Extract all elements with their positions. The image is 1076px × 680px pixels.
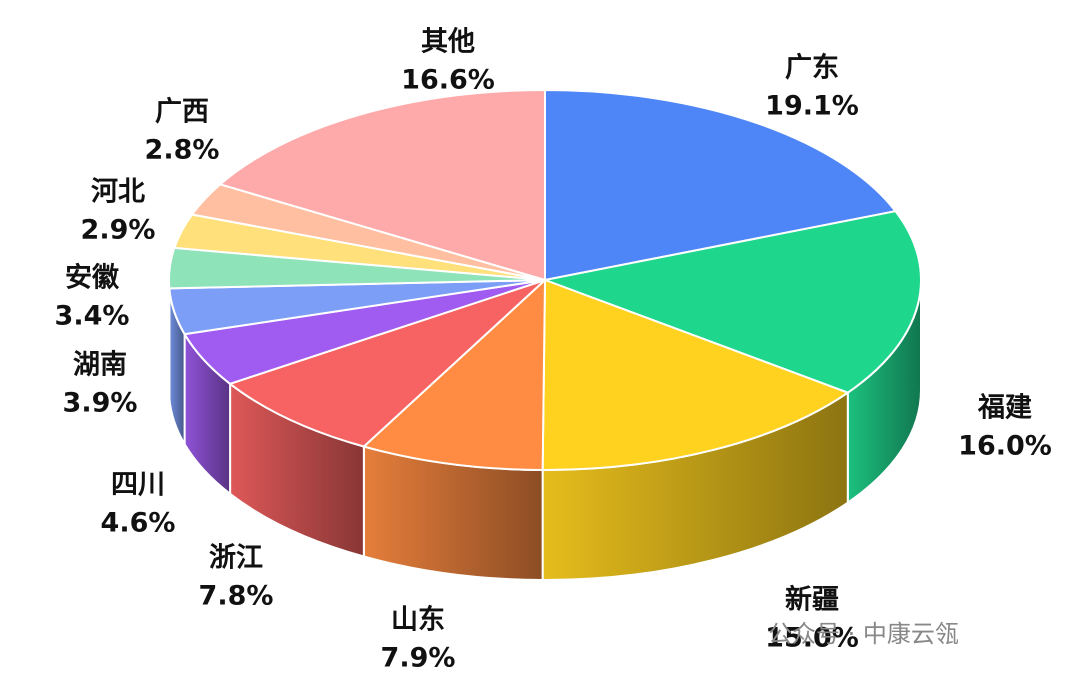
- watermark: 公众号 · 中康云瓴: [768, 620, 959, 648]
- value-label: 2.9%: [81, 215, 156, 246]
- slice: [541, 210, 922, 394]
- labels: 广东 19.1% 福建 16.0% 新疆 15.0% 山东 7.9% 浙江 7.8% 四川 4.6% 湖…: [55, 27, 1052, 674]
- value-label: 2.8%: [145, 135, 220, 166]
- category-label: 福建: [977, 393, 1032, 424]
- category-label: 河北: [91, 177, 145, 208]
- slice: [541, 278, 850, 471]
- category-label: 四川: [111, 470, 165, 501]
- value-label: 3.9%: [63, 388, 138, 419]
- slice: [544, 88, 898, 282]
- value-label: 15.0%: [765, 623, 859, 654]
- value-label: 16.6%: [401, 65, 495, 96]
- category-label: 广东: [785, 52, 839, 84]
- category-label: 其他: [421, 27, 475, 58]
- category-label: 山东: [391, 604, 445, 636]
- slice: [361, 277, 547, 471]
- category-label: 浙江: [209, 543, 263, 574]
- value-label: 7.9%: [381, 643, 456, 674]
- slice: [227, 279, 546, 448]
- category-label: 安徽: [65, 263, 120, 294]
- tops: [168, 88, 922, 471]
- value-label: 16.0%: [958, 431, 1052, 462]
- category-label: 新疆: [785, 584, 839, 616]
- category-label: 广西: [155, 97, 209, 128]
- slice: [218, 88, 546, 282]
- value-label: 7.8%: [199, 581, 274, 612]
- value-label: 19.1%: [765, 91, 859, 122]
- value-label: 4.6%: [101, 508, 176, 539]
- value-label: 3.4%: [55, 301, 130, 332]
- category-label: 湖南: [73, 350, 127, 381]
